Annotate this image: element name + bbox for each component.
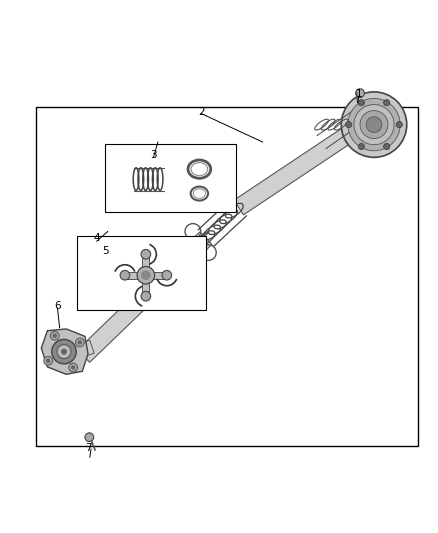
Circle shape	[57, 345, 71, 359]
Circle shape	[53, 334, 57, 338]
Circle shape	[141, 249, 151, 259]
Circle shape	[78, 340, 82, 345]
Text: 7: 7	[85, 443, 92, 453]
Circle shape	[358, 100, 364, 106]
Circle shape	[141, 270, 151, 280]
Circle shape	[396, 122, 403, 128]
Circle shape	[358, 143, 364, 150]
Polygon shape	[341, 118, 357, 131]
Circle shape	[137, 266, 155, 284]
Circle shape	[85, 433, 94, 441]
Circle shape	[69, 363, 78, 372]
Bar	[35, 107, 418, 446]
Bar	[77, 236, 206, 310]
Polygon shape	[234, 117, 368, 215]
Circle shape	[356, 89, 364, 98]
Text: 1: 1	[355, 89, 362, 99]
Circle shape	[384, 143, 390, 150]
Polygon shape	[146, 272, 167, 279]
Circle shape	[354, 104, 394, 144]
Bar	[106, 144, 237, 212]
Circle shape	[341, 92, 407, 157]
Circle shape	[46, 359, 50, 363]
Text: 6: 6	[54, 301, 61, 311]
Circle shape	[384, 100, 390, 106]
Text: 3: 3	[150, 150, 157, 160]
Circle shape	[348, 99, 400, 151]
Text: 4: 4	[93, 233, 100, 243]
Circle shape	[120, 270, 130, 280]
Circle shape	[50, 332, 59, 340]
Polygon shape	[73, 340, 94, 359]
Polygon shape	[78, 232, 212, 362]
Circle shape	[360, 111, 388, 139]
Circle shape	[346, 122, 352, 128]
Circle shape	[71, 365, 75, 370]
Circle shape	[44, 357, 53, 365]
Circle shape	[366, 117, 382, 133]
Circle shape	[61, 349, 67, 354]
Circle shape	[75, 338, 84, 347]
Polygon shape	[142, 275, 149, 296]
Circle shape	[141, 292, 151, 301]
Polygon shape	[142, 254, 149, 275]
Text: 5: 5	[102, 246, 109, 256]
Circle shape	[162, 270, 172, 280]
Text: 2: 2	[198, 107, 205, 117]
Polygon shape	[125, 272, 146, 279]
Polygon shape	[41, 329, 88, 374]
Circle shape	[52, 340, 76, 364]
